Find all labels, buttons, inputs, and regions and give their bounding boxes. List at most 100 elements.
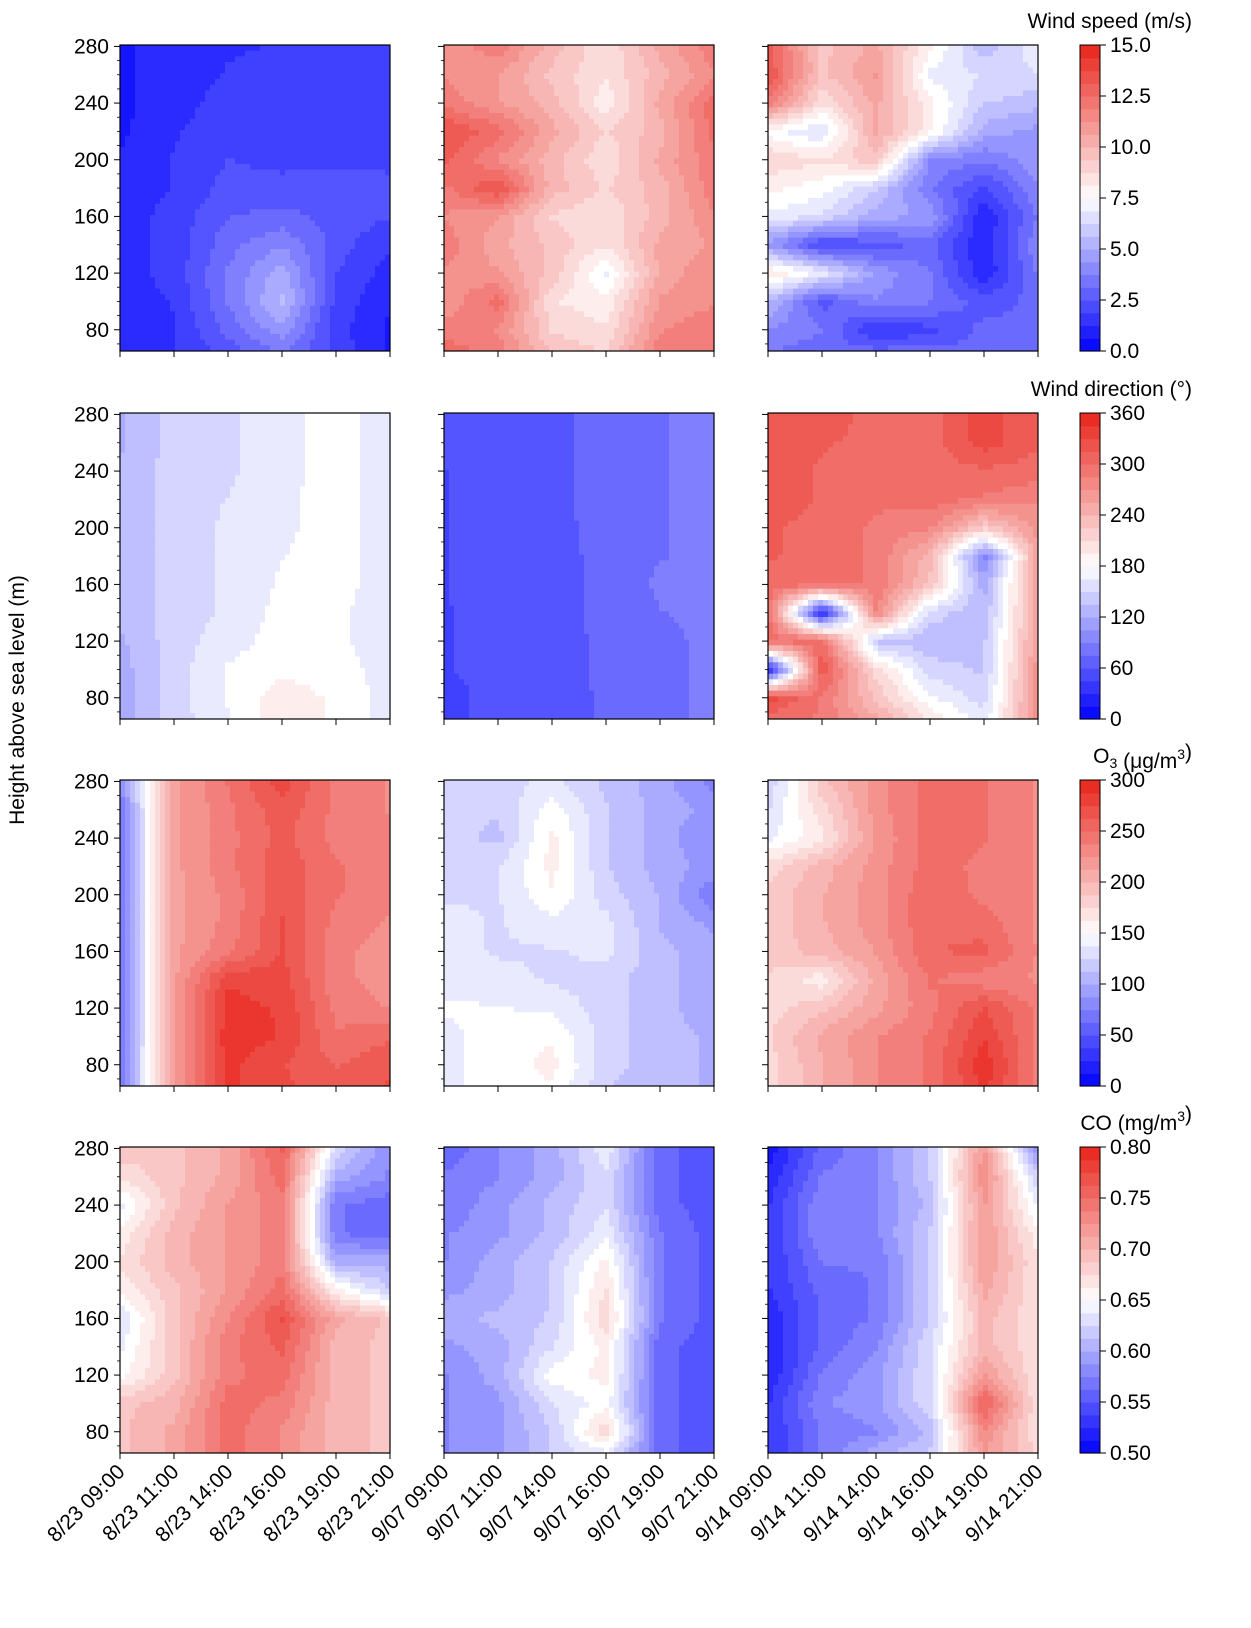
contour-cell: [694, 169, 700, 176]
contour-cell: [330, 135, 336, 142]
contour-cell: [140, 249, 146, 256]
contour-cell: [195, 300, 201, 307]
contour-cell: [225, 322, 231, 329]
contour-cell: [255, 198, 261, 205]
contour-cell: [230, 322, 236, 329]
contour-cell: [584, 96, 590, 103]
contour-cell: [529, 254, 535, 261]
contour-cell: [370, 339, 376, 346]
contour-cell: [245, 334, 251, 341]
contour-cell: [260, 164, 266, 171]
contour-cell: [684, 50, 690, 57]
contour-cell: [679, 124, 685, 131]
contour-cell: [280, 317, 286, 324]
contour-cell: [170, 50, 176, 57]
contour-cell: [305, 266, 311, 273]
contour-cell: [195, 215, 201, 222]
contour-cell: [340, 345, 346, 351]
contour-cell: [484, 113, 490, 120]
contour-cell: [669, 209, 675, 216]
contour-cell: [519, 164, 525, 171]
contour-cell: [704, 135, 710, 142]
contour-cell: [270, 283, 276, 290]
contour-cell: [355, 215, 361, 222]
contour-cell: [265, 84, 271, 91]
contour-cell: [345, 192, 351, 199]
contour-cell: [120, 147, 126, 154]
contour-cell: [554, 209, 560, 216]
contour-cell: [215, 317, 221, 324]
contour-cell: [295, 158, 301, 165]
contour-cell: [270, 305, 276, 312]
contour-cell: [210, 50, 216, 57]
contour-cell: [130, 135, 136, 142]
contour-cell: [375, 84, 381, 91]
contour-cell: [135, 271, 141, 278]
contour-cell: [270, 322, 276, 329]
contour-cell: [454, 209, 460, 216]
contour-cell: [140, 232, 146, 239]
contour-cell: [569, 130, 575, 137]
contour-cell: [469, 62, 475, 69]
contour-cell: [704, 45, 710, 52]
contour-cell: [265, 124, 271, 131]
contour-cell: [185, 175, 191, 182]
contour-cell: [659, 73, 665, 80]
contour-cell: [180, 152, 186, 159]
contour-cell: [140, 84, 146, 91]
contour-cell: [320, 164, 326, 171]
contour-cell: [699, 158, 705, 165]
contour-cell: [524, 186, 530, 193]
contour-cell: [180, 203, 186, 210]
contour-cell: [479, 90, 485, 97]
contour-cell: [504, 175, 510, 182]
contour-cell: [340, 192, 346, 199]
contour-cell: [569, 203, 575, 210]
contour-cell: [190, 181, 196, 188]
contour-cell: [569, 237, 575, 244]
contour-cell: [190, 158, 196, 165]
contour-cell: [290, 84, 296, 91]
contour-cell: [624, 254, 630, 261]
contour-cell: [539, 50, 545, 57]
contour-cell: [200, 283, 206, 290]
contour-cell: [200, 130, 206, 137]
contour-cell: [539, 45, 545, 52]
contour-cell: [125, 56, 131, 63]
contour-cell: [479, 56, 485, 63]
contour-cell: [654, 118, 660, 125]
contour-cell: [150, 175, 156, 182]
contour-cell: [609, 135, 615, 142]
contour-cell: [275, 311, 281, 318]
contour-cell: [200, 96, 206, 103]
contour-cell: [549, 90, 555, 97]
contour-cell: [215, 283, 221, 290]
contour-cell: [180, 334, 186, 341]
contour-cell: [330, 305, 336, 312]
contour-cell: [235, 124, 241, 131]
contour-cell: [614, 226, 620, 233]
contour-cell: [125, 345, 131, 351]
contour-cell: [380, 152, 386, 159]
contour-cell: [519, 158, 525, 165]
contour-cell: [704, 192, 710, 199]
contour-cell: [185, 249, 191, 256]
contour-cell: [589, 169, 595, 176]
contour-cell: [459, 107, 465, 114]
contour-cell: [659, 67, 665, 74]
contour-cell: [360, 203, 366, 210]
contour-cell: [699, 118, 705, 125]
contour-cell: [559, 249, 565, 256]
contour-cell: [215, 141, 221, 148]
contour-cell: [145, 220, 151, 227]
contour-cell: [295, 305, 301, 312]
contour-cell: [125, 311, 131, 318]
contour-cell: [584, 56, 590, 63]
contour-cell: [140, 288, 146, 295]
contour-cell: [365, 266, 371, 273]
contour-cell: [629, 209, 635, 216]
contour-cell: [604, 169, 610, 176]
contour-cell: [275, 192, 281, 199]
contour-cell: [574, 243, 580, 250]
contour-cell: [589, 79, 595, 86]
